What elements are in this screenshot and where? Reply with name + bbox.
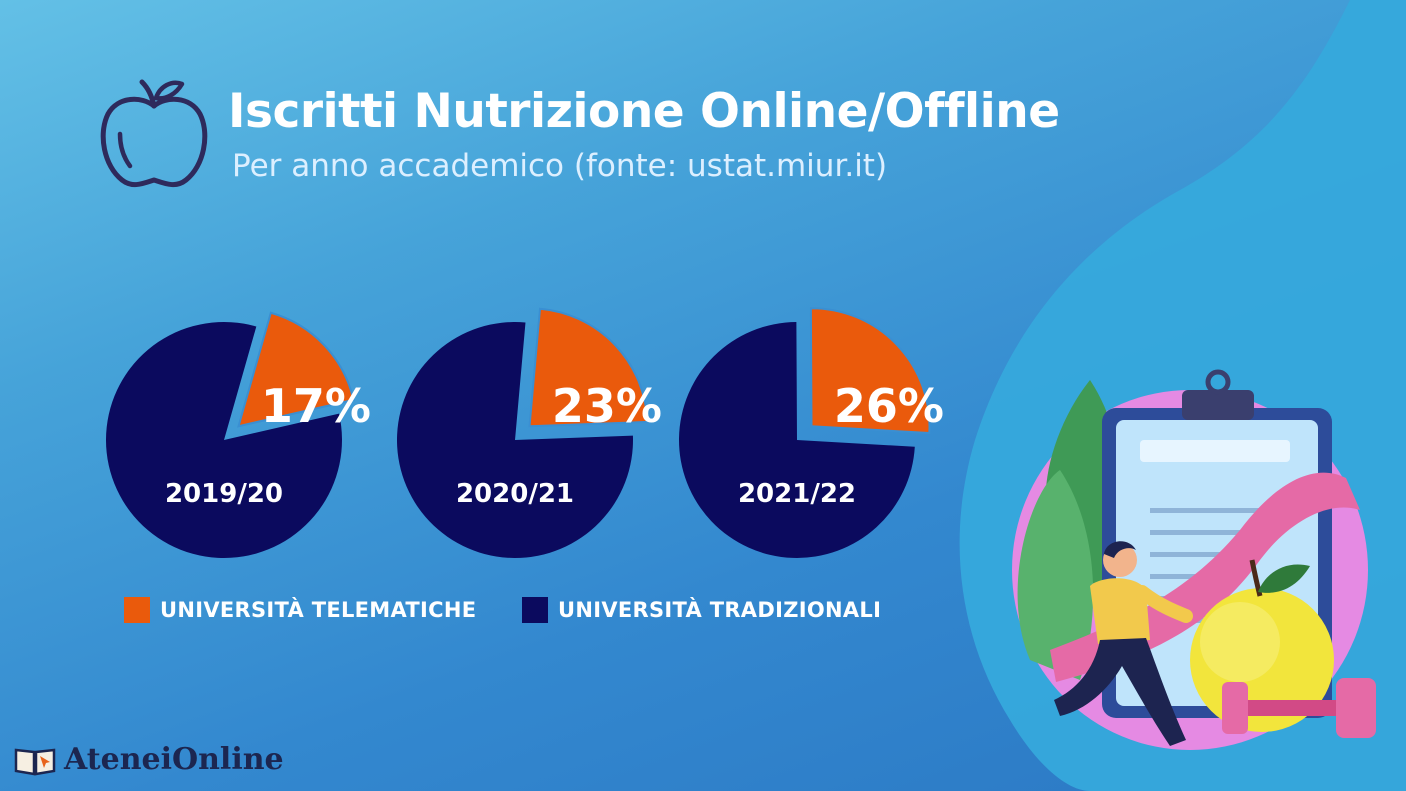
legend-label-telematiche: UNIVERSITÀ TELEMATICHE xyxy=(160,598,477,622)
nutrition-clipboard-illustration xyxy=(1012,369,1376,750)
legend-swatch-telematiche xyxy=(124,597,150,623)
pie-slice-tradizionali xyxy=(105,321,342,558)
page-title: Iscritti Nutrizione Online/Offline xyxy=(228,84,1060,139)
pie-2020-21: 23% 2020/21 xyxy=(396,307,662,559)
open-book-icon xyxy=(14,748,56,775)
apple-outline-icon xyxy=(100,79,208,188)
pie-year-label: 2019/20 xyxy=(165,479,283,509)
pie-slice-tradizionali xyxy=(678,322,915,558)
pie-2021-22: 26% 2021/22 xyxy=(678,307,944,558)
pie-percent-label: 17% xyxy=(261,379,371,433)
brand-logo: AteneiOnline xyxy=(14,742,284,777)
brand-name: AteneiOnline xyxy=(64,742,284,777)
pie-year-label: 2021/22 xyxy=(738,479,856,509)
pie-slice-telematiche xyxy=(809,307,931,435)
pie-slice-telematiche xyxy=(528,307,649,428)
dumbbell-icon xyxy=(1230,700,1350,716)
pie-percent-label: 26% xyxy=(834,379,944,433)
legend-item-telematiche: UNIVERSITÀ TELEMATICHE xyxy=(124,596,476,624)
pie-slice-telematiche xyxy=(237,311,355,428)
legend-swatch-tradizionali xyxy=(522,597,548,623)
page-subtitle: Per anno accademico (fonte: ustat.miur.i… xyxy=(232,148,888,184)
legend-label-tradizionali: UNIVERSITÀ TRADIZIONALI xyxy=(558,598,882,622)
legend-item-tradizionali: UNIVERSITÀ TRADIZIONALI xyxy=(522,596,881,624)
pie-percent-label: 23% xyxy=(552,379,662,433)
leaf-icon xyxy=(1017,470,1094,680)
pie-2019-20: 17% 2019/20 xyxy=(105,311,371,558)
pie-year-label: 2020/21 xyxy=(456,479,574,509)
pie-slice-tradizionali xyxy=(396,322,633,559)
